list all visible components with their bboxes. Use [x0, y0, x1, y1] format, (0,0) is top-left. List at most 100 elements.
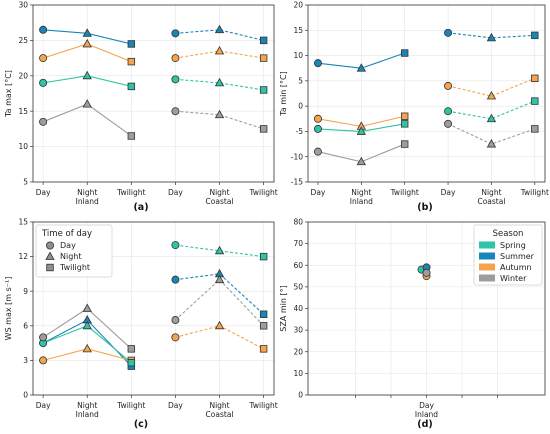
y-axis-label: Ta max [°C] [4, 70, 13, 118]
data-point [486, 113, 497, 123]
series-line-coastal [448, 32, 535, 39]
data-point-winter [422, 268, 431, 277]
data-point [259, 345, 268, 353]
data-point [444, 28, 453, 37]
x-tick-label: Day [441, 188, 456, 197]
legend-swatch-spring [479, 241, 495, 249]
data-point [214, 24, 225, 34]
y-tick-label: 10 [293, 369, 303, 378]
data-point [531, 125, 539, 133]
x-tick-label: Twilight [249, 188, 278, 197]
x-tick-label: Day [168, 401, 183, 410]
data-point [127, 345, 136, 353]
y-tick-label: 9 [23, 287, 28, 296]
legend-swatch-summer [479, 252, 495, 260]
x-tick-label: Day [168, 188, 183, 197]
series-spring [39, 241, 268, 367]
data-point [171, 54, 180, 63]
x-tick-label: Night Inland [76, 188, 99, 206]
data-point [486, 32, 497, 42]
data-point [171, 275, 180, 284]
data-point [531, 97, 539, 105]
legend-label: Twilight [59, 263, 90, 272]
chart-panel-1: 5 10 15 20 25 30 Day Night Inland Twilight Day Nigh… [4, 1, 278, 206]
data-point [171, 107, 180, 116]
plot-frame [307, 4, 546, 183]
data-point [400, 49, 409, 57]
data-point [39, 333, 48, 342]
y-axis-label: Ta min [°C] [279, 71, 288, 116]
data-point [259, 86, 268, 94]
series-spring [39, 70, 268, 94]
data-point [486, 91, 497, 100]
series-line-coastal [175, 110, 264, 130]
series-line-coastal [447, 77, 536, 97]
y-tick-label: 6 [23, 321, 28, 330]
legend-swatch-autumn [479, 263, 495, 271]
data-point [214, 320, 225, 330]
series-summer [39, 24, 268, 48]
data-point [214, 245, 225, 255]
data-point [82, 38, 92, 48]
y-tick-label: 20 [18, 71, 28, 80]
series-winter [313, 119, 539, 166]
data-point [259, 310, 268, 318]
data-point [82, 303, 92, 312]
y-tick-label: 20 [293, 1, 303, 10]
y-axis-label: WS max [m s⁻¹] [4, 277, 13, 341]
legend-marker [45, 251, 55, 260]
y-tick-label: 15 [293, 26, 303, 35]
data-point [400, 120, 409, 128]
legend-title: Time of day [41, 229, 92, 239]
x-tick-label: Night Coastal [206, 188, 234, 206]
plot-frame [32, 4, 275, 183]
data-point [356, 156, 367, 166]
series-line-coastal [447, 100, 536, 120]
y-tick-label: 15 [18, 107, 28, 116]
chart-panel-2: -15 -10 -5 0 5 10 15 20 Day Night Inland Twilight Da… [279, 1, 549, 206]
data-point [39, 54, 48, 63]
data-point [171, 333, 180, 342]
chart-panel-4: 0 10 20 30 40 50 60 70 80 Day Inland SZA min [°] Sea… [279, 218, 546, 419]
data-point [82, 70, 92, 80]
panel-label: (d) [417, 419, 432, 430]
y-tick-label: 0 [23, 391, 28, 400]
x-tick-label: Day [311, 188, 326, 197]
series-summer [313, 28, 539, 72]
y-tick-label: 15 [18, 218, 28, 227]
data-point [356, 126, 367, 135]
plot-frame [307, 221, 546, 396]
data-point [214, 274, 225, 284]
data-point [127, 359, 136, 367]
series-autumn [39, 320, 268, 365]
y-tick-label: 3 [23, 356, 28, 365]
data-point [486, 139, 497, 148]
series-autumn [39, 38, 268, 66]
data-point [39, 25, 48, 34]
data-point [259, 125, 268, 133]
x-tick-label: Day [36, 401, 51, 410]
data-point [214, 77, 225, 87]
data-point [313, 147, 322, 156]
x-tick-label: Day [36, 188, 51, 197]
data-point [259, 36, 268, 45]
data-point [259, 322, 268, 330]
y-tick-label: 0 [298, 102, 303, 111]
data-point [444, 119, 453, 128]
series-line-coastal [175, 278, 265, 327]
y-tick-label: 25 [18, 36, 28, 45]
legend-label: Day [60, 241, 76, 250]
data-point [171, 241, 180, 250]
x-tick-label: Day Inland [415, 401, 438, 419]
legend-label: Winter [500, 274, 527, 283]
data-point [171, 316, 180, 325]
data-point [400, 112, 409, 120]
legend-label: Autumn [500, 263, 532, 272]
data-point [400, 140, 409, 148]
data-point [39, 117, 48, 126]
y-tick-label: 12 [18, 252, 28, 261]
x-tick-label: Twilight [390, 188, 419, 197]
data-point [313, 114, 322, 123]
data-point [127, 82, 136, 91]
data-point [82, 99, 92, 108]
